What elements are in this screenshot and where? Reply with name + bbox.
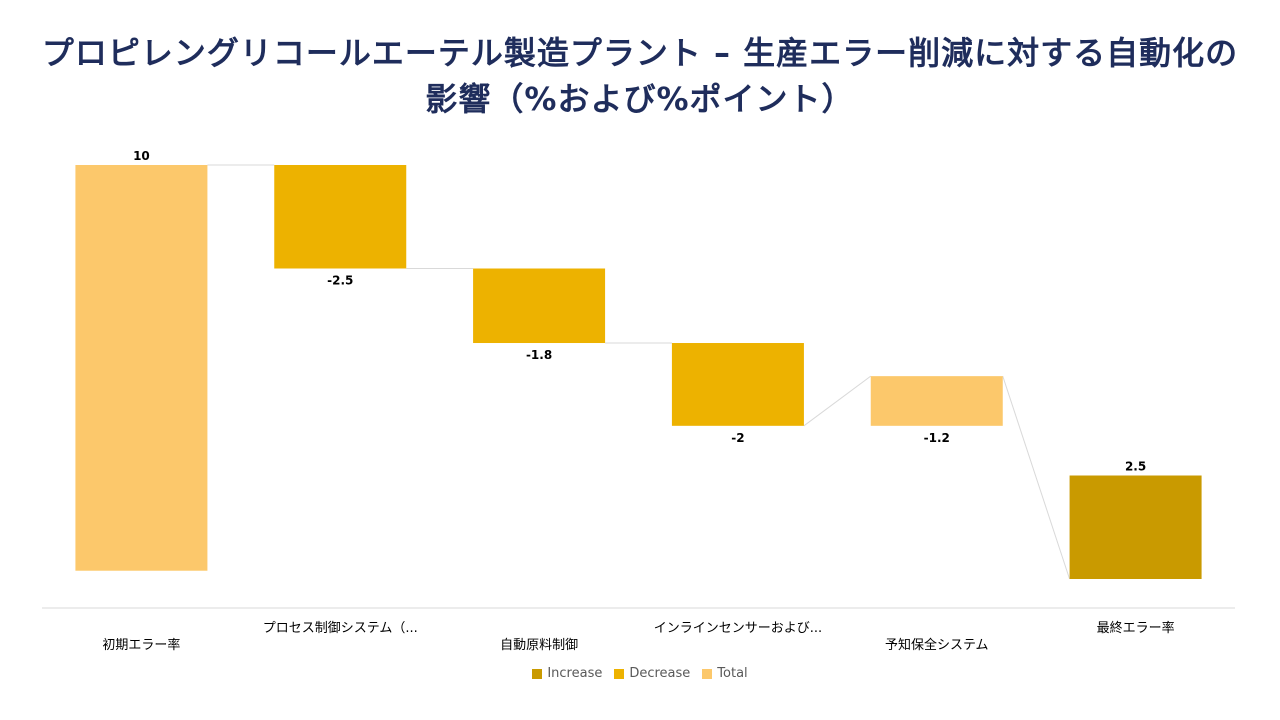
legend-label-decrease: Decrease: [629, 666, 691, 681]
legend-item-total: Total: [702, 666, 748, 681]
bar-5: [870, 376, 1003, 426]
chart-legend: Increase Decrease Total: [0, 666, 1280, 681]
bar-4: [671, 343, 804, 426]
x-tick-label-6: 最終エラー率: [1097, 620, 1175, 636]
connector-line: [803, 375, 872, 427]
bar-2: [274, 165, 407, 269]
legend-item-decrease: Decrease: [614, 666, 690, 681]
x-tick-label-1: 初期エラー率: [102, 637, 180, 653]
legend-item-increase: Increase: [532, 666, 602, 681]
data-label-6: 2.5: [1125, 460, 1146, 474]
data-label-3: -1.8: [526, 348, 552, 362]
legend-swatch-decrease: [614, 668, 625, 679]
data-label-2: -2.5: [327, 274, 353, 288]
legend-label-increase: Increase: [547, 666, 603, 681]
bar-1: [75, 165, 208, 571]
x-tick-label-3: 自動原料制御: [500, 638, 578, 653]
bar-3: [473, 268, 606, 344]
connector-line: [1002, 375, 1071, 580]
x-tick-label-5: 予知保全システム: [885, 637, 989, 653]
x-tick-label-4: インラインセンサーおよび...: [654, 621, 822, 636]
data-label-5: -1.2: [924, 431, 950, 445]
chart-title: プロピレングリコールエーテル製造プラント – 生産エラー削減に対する自動化の影響…: [41, 34, 1239, 118]
legend-swatch-total: [702, 668, 713, 679]
legend-label-total: Total: [717, 666, 748, 681]
data-label-1: 10: [133, 149, 150, 163]
legend-swatch-increase: [532, 668, 543, 679]
bar-6: [1069, 475, 1202, 579]
x-tick-label-2: プロセス制御システム（...: [263, 621, 418, 636]
data-label-4: -2: [731, 431, 744, 445]
